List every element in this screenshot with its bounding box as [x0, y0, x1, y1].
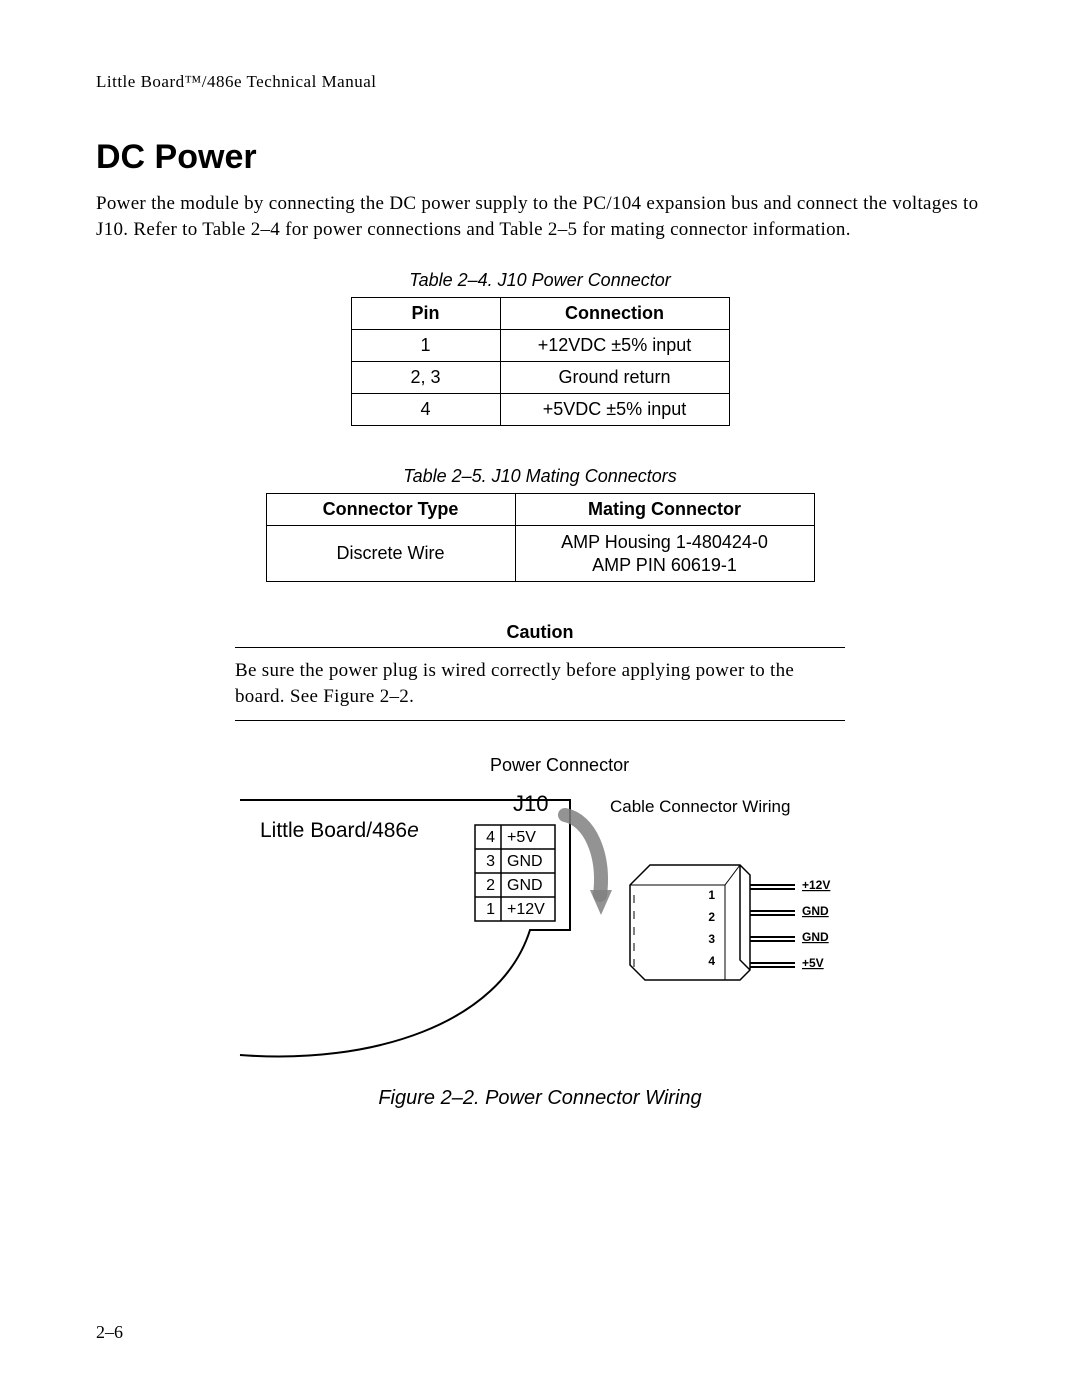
svg-text:4: 4: [708, 954, 715, 968]
col-connector-type: Connector Type: [266, 494, 515, 526]
cell: 4: [351, 394, 500, 426]
svg-text:1: 1: [708, 888, 715, 902]
label-cable-wiring: Cable Connector Wiring: [610, 797, 790, 817]
table-row: 4 +5VDC ±5% input: [351, 394, 729, 426]
svg-text:+5V: +5V: [802, 956, 824, 970]
running-header: Little Board™/486e Technical Manual: [96, 72, 984, 92]
table-row: 1 +12VDC ±5% input: [351, 330, 729, 362]
svg-text:GND: GND: [802, 904, 829, 918]
col-mating-connector: Mating Connector: [515, 494, 814, 526]
table2-caption: Table 2–5. J10 Mating Connectors: [96, 466, 984, 487]
table-row: 2, 3 Ground return: [351, 362, 729, 394]
intro-paragraph: Power the module by connecting the DC po…: [96, 191, 984, 242]
page-number: 2–6: [96, 1322, 123, 1343]
caution-block: Caution Be sure the power plug is wired …: [235, 622, 845, 720]
label-j10: J10: [513, 791, 548, 817]
figure-power-wiring: 4 +5V 3 GND 2 GND 1 +12V 1 2 3 4 +12V GND GND +5V Power…: [230, 755, 850, 1075]
svg-text:3: 3: [708, 932, 715, 946]
svg-text:+12V: +12V: [802, 878, 830, 892]
section-title: DC Power: [96, 138, 984, 177]
cell: +12VDC ±5% input: [500, 330, 729, 362]
svg-text:GND: GND: [507, 853, 543, 870]
table-j10-power: Pin Connection 1 +12VDC ±5% input 2, 3 G…: [351, 297, 730, 426]
label-board-name: Little Board/486e: [260, 819, 419, 843]
figure-caption: Figure 2–2. Power Connector Wiring: [230, 1087, 850, 1110]
cell: +5VDC ±5% input: [500, 394, 729, 426]
table-row: Discrete Wire AMP Housing 1-480424-0AMP …: [266, 526, 814, 582]
col-connection: Connection: [500, 298, 729, 330]
caution-text: Be sure the power plug is wired correctl…: [235, 658, 845, 720]
table1-caption: Table 2–4. J10 Power Connector: [96, 270, 984, 291]
cell: Discrete Wire: [266, 526, 515, 582]
svg-text:4: 4: [486, 829, 495, 846]
label-power-connector: Power Connector: [490, 755, 629, 776]
svg-text:+12V: +12V: [507, 901, 545, 918]
cell: Ground return: [500, 362, 729, 394]
svg-text:GND: GND: [507, 877, 543, 894]
svg-text:1: 1: [486, 901, 495, 918]
table-j10-mating: Connector Type Mating Connector Discrete…: [266, 493, 815, 582]
table-header-row: Pin Connection: [351, 298, 729, 330]
svg-text:GND: GND: [802, 930, 829, 944]
cell: 2, 3: [351, 362, 500, 394]
table-header-row: Connector Type Mating Connector: [266, 494, 814, 526]
svg-text:3: 3: [486, 853, 495, 870]
col-pin: Pin: [351, 298, 500, 330]
svg-text:+5V: +5V: [507, 829, 536, 846]
svg-text:2: 2: [708, 910, 715, 924]
svg-text:2: 2: [486, 877, 495, 894]
caution-title: Caution: [235, 622, 845, 648]
cell: AMP Housing 1-480424-0AMP PIN 60619-1: [515, 526, 814, 582]
cell: 1: [351, 330, 500, 362]
